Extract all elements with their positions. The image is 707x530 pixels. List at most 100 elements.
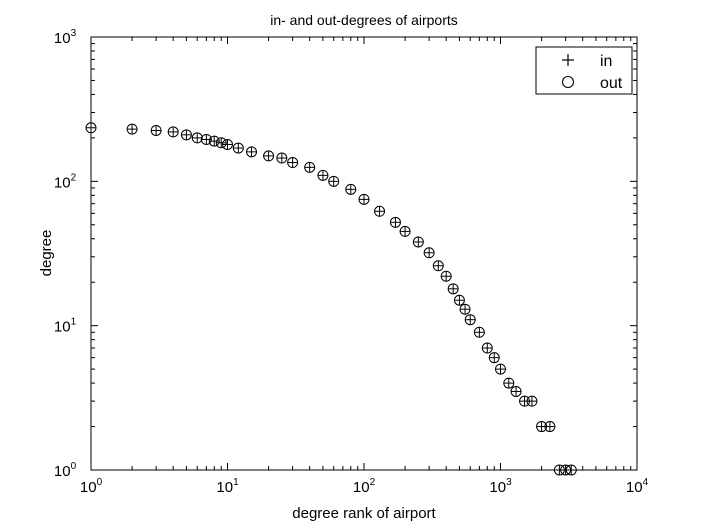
- data-point-out: [328, 175, 340, 187]
- data-point-out: [423, 247, 435, 259]
- data-point-out: [200, 133, 212, 145]
- data-point-in: [246, 146, 257, 157]
- legend-marker-out: [561, 75, 575, 89]
- data-point-in: [465, 314, 476, 325]
- data-point-in: [263, 150, 274, 161]
- data-point-out: [399, 225, 411, 237]
- axis-ticks: 100 101 102 103 104 100 101 102 103: [54, 28, 649, 496]
- data-point-out: [85, 122, 97, 134]
- data-point-out: [553, 464, 565, 476]
- data-point-out: [222, 138, 233, 150]
- data-point-out: [215, 137, 227, 149]
- x-tick-label: 101: [216, 477, 239, 496]
- legend-label-out: out: [600, 75, 623, 92]
- x-tick-label: 104: [626, 477, 649, 496]
- data-point-out: [358, 193, 370, 205]
- data-point-in: [566, 465, 577, 475]
- x-tick-label: 102: [353, 477, 376, 496]
- data-point-out: [453, 294, 465, 306]
- data-point-out: [526, 395, 538, 407]
- data-point-in: [374, 206, 385, 217]
- data-point-out: [180, 129, 192, 141]
- data-point-out: [232, 142, 244, 154]
- data-point-out: [510, 385, 522, 397]
- data-point-out: [544, 421, 556, 433]
- data-point-out: [536, 421, 548, 433]
- y-axis-label: degree: [38, 230, 55, 277]
- legend: in out: [535, 46, 633, 95]
- data-point-out: [126, 123, 138, 135]
- data-point-in: [192, 132, 203, 143]
- data-point-in: [233, 143, 244, 154]
- data-point-in: [168, 126, 179, 137]
- data-point-out: [473, 326, 485, 338]
- data-point-out: [287, 157, 299, 169]
- data-point-in: [276, 153, 287, 164]
- data-point-in: [222, 139, 233, 150]
- data-point-in: [345, 184, 356, 195]
- data-point-out: [464, 314, 476, 326]
- data-point-in: [328, 176, 339, 187]
- data-point-out: [263, 150, 275, 162]
- x-tick-label: 103: [489, 477, 512, 496]
- data-point-in: [482, 343, 493, 354]
- data-point-in: [460, 304, 471, 315]
- data-point-in: [390, 217, 401, 228]
- data-point-in: [433, 260, 444, 271]
- data-point-out: [345, 183, 357, 195]
- data-point-out: [389, 216, 401, 228]
- data-point-out: [519, 395, 531, 407]
- data-point-out: [191, 132, 203, 144]
- data-point-in: [287, 157, 298, 168]
- data-point-out: [488, 352, 500, 364]
- data-point-in: [216, 137, 227, 148]
- data-point-in: [304, 162, 315, 173]
- data-point-in: [317, 170, 328, 181]
- data-point-out: [459, 303, 471, 315]
- chart-title: in- and out-degrees of airports: [270, 12, 458, 28]
- data-point-out: [432, 260, 444, 272]
- data-point-out: [150, 125, 162, 137]
- legend-box: [535, 46, 633, 95]
- data-point-in: [489, 352, 500, 363]
- data-point-in: [526, 396, 537, 407]
- data-point-out: [246, 146, 258, 158]
- data-point-in: [474, 327, 485, 338]
- data-point-in: [503, 378, 514, 389]
- data-point-in: [441, 271, 452, 282]
- y-tick-label: 102: [54, 172, 77, 191]
- x-tick-label: 100: [80, 477, 103, 496]
- data-point-in: [424, 247, 435, 258]
- y-tick-label: 101: [54, 317, 77, 336]
- data-point-out: [167, 126, 179, 138]
- data-point-out: [276, 152, 288, 164]
- legend-marker-in: [562, 54, 574, 66]
- data-point-in: [86, 122, 96, 133]
- x-axis-label: degree rank of airport: [292, 505, 436, 522]
- data-point-out: [440, 270, 452, 282]
- data-point-in: [400, 226, 411, 237]
- data-point-out: [374, 205, 386, 217]
- data-point-in: [495, 364, 506, 375]
- data-point-in: [448, 283, 459, 294]
- data-point-out: [412, 236, 424, 248]
- data-point-in: [511, 386, 522, 397]
- data-point-in: [454, 295, 465, 306]
- y-tick-label: 100: [54, 461, 77, 480]
- data-point-out: [481, 342, 493, 354]
- data-point-out: [447, 283, 459, 295]
- data-point-in: [181, 129, 192, 140]
- data-point-out: [503, 377, 515, 389]
- data-point-out: [317, 169, 329, 181]
- data-point-out: [560, 464, 572, 476]
- data-point-in: [127, 124, 138, 135]
- data-markers: [85, 122, 577, 476]
- data-point-out: [495, 363, 506, 375]
- data-point-in: [151, 125, 162, 136]
- data-point-in: [359, 194, 369, 205]
- legend-label-in: in: [600, 53, 612, 70]
- data-point-out: [304, 161, 316, 173]
- data-point-out: [208, 135, 220, 147]
- data-point-out: [565, 464, 577, 476]
